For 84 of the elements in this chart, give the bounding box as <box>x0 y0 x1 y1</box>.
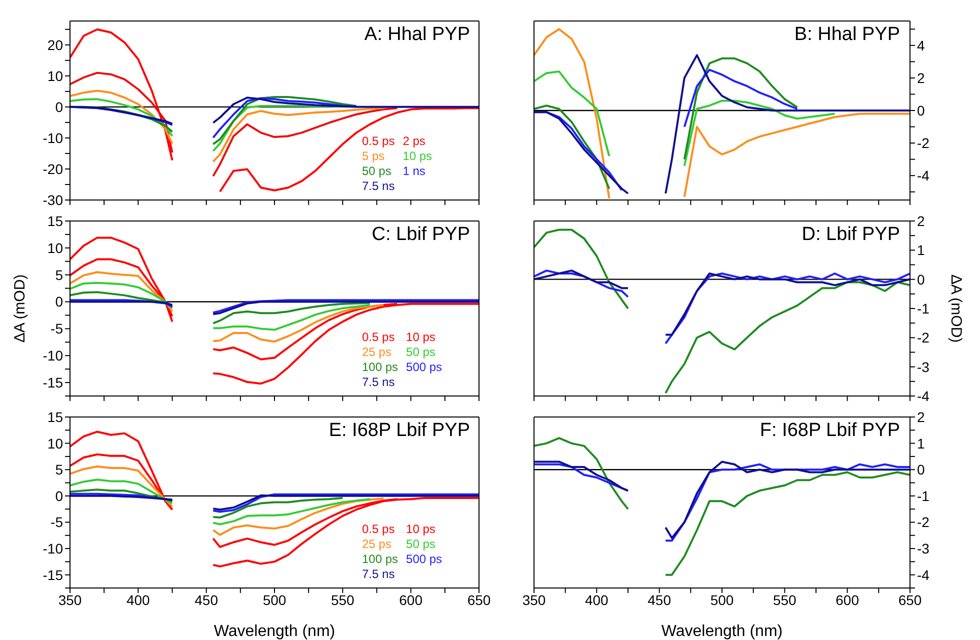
x-tick-label: 500 <box>710 592 734 608</box>
y-tick-label: -3 <box>917 540 930 557</box>
y-tick-label: -4 <box>917 168 930 184</box>
y-tick-label: -10 <box>42 130 64 146</box>
y-tick-label: 2 <box>917 70 925 86</box>
x-axis-title: Wavelength (nm) <box>661 623 783 640</box>
x-tick-label: 600 <box>836 592 860 608</box>
y-tick-label: -2 <box>917 330 930 346</box>
y-tick-label: 2 <box>917 212 925 229</box>
chart-title: A: Hhal PYP <box>364 24 470 46</box>
chart-title: E: I68P Lbif PYP <box>328 420 470 442</box>
y-tick-label: -20 <box>42 160 64 177</box>
chart-title: D: Lbif PYP <box>802 224 900 246</box>
y-tick-label: -4 <box>917 566 930 583</box>
text: 100 ps <box>362 360 398 374</box>
y-axis-title: ΔA (mOD) <box>948 274 965 343</box>
series-label: 0.5 ps <box>362 330 396 344</box>
y-tick-label: -5 <box>50 514 64 530</box>
text: 25 ps <box>362 345 392 359</box>
y-tick-label: 1 <box>917 242 925 258</box>
y-tick-label: 0 <box>917 271 925 288</box>
text: 50 ps <box>406 537 436 551</box>
text: 10 ps <box>406 522 436 536</box>
y-tick-label: 5 <box>55 266 64 283</box>
y-tick-label: 2 <box>917 408 925 425</box>
x-tick-label: 400 <box>126 592 150 608</box>
text: 10 ps <box>406 330 436 344</box>
y-tick-label: -15 <box>42 374 64 391</box>
y-tick-label: 0 <box>917 102 925 118</box>
x-tick-label: 350 <box>58 592 82 608</box>
text: 500 ps <box>406 360 442 374</box>
y-tick-label: 0 <box>917 462 925 478</box>
x-tick-label: 450 <box>194 592 218 608</box>
y-tick-label: 10 <box>47 240 64 256</box>
x-tick-label: 350 <box>522 592 546 608</box>
y-tick-label: 15 <box>47 408 64 425</box>
text: 2 ps <box>402 134 426 148</box>
y-tick-label: 4 <box>917 37 925 54</box>
y-tick-label: -3 <box>917 358 930 375</box>
series-label: 0.5 ps <box>362 134 395 148</box>
y-tick-label: -10 <box>42 540 64 557</box>
y-tick-label: -5 <box>50 320 64 337</box>
text: 1 ns <box>402 164 426 178</box>
y-tick-label: 10 <box>47 68 64 84</box>
series-label: 0.5 ps <box>362 522 396 536</box>
text: 5 ps <box>362 149 386 163</box>
text: 500 ps <box>406 552 442 566</box>
y-tick-label: 10 <box>47 435 64 452</box>
x-tick-label: 550 <box>772 592 797 608</box>
y-tick-label: -30 <box>42 192 64 208</box>
text: 100 ps <box>362 552 398 566</box>
y-tick-label: -1 <box>917 488 930 504</box>
text: 10 ps <box>402 149 432 163</box>
chart-title: C: Lbif PYP <box>372 224 470 246</box>
x-tick-label: 550 <box>330 592 355 608</box>
y-tick-label: 1 <box>917 435 925 452</box>
y-tick-label: -15 <box>42 566 64 583</box>
y-tick-label: -2 <box>917 135 930 152</box>
y-tick-label: -4 <box>917 388 930 404</box>
y-tick-label: 20 <box>47 36 64 53</box>
x-tick-label: 400 <box>584 592 609 608</box>
x-tick-label: 500 <box>262 592 286 608</box>
x-tick-label: 600 <box>399 592 423 608</box>
text: 50 ps <box>362 164 392 178</box>
y-tick-label: 0 <box>55 98 64 115</box>
y-tick-label: 5 <box>55 462 64 478</box>
y-tick-label: -2 <box>917 514 930 530</box>
y-tick-label: -1 <box>917 300 930 316</box>
chart-title: B: Hhal PYP <box>794 24 900 46</box>
x-axis-title: Wavelength (nm) <box>214 623 336 640</box>
x-tick-label: 650 <box>467 592 491 608</box>
text: 7.5 ns <box>362 179 395 193</box>
text: 7.5 ns <box>362 375 396 389</box>
x-tick-label: 650 <box>898 592 922 608</box>
y-axis-title: ΔA (mOD) <box>11 274 28 343</box>
text: 50 ps <box>406 345 436 359</box>
text: 25 ps <box>362 537 392 551</box>
chart-title: F: I68P Lbif PYP <box>760 420 900 442</box>
y-tick-label: 15 <box>47 212 64 229</box>
x-tick-label: 450 <box>648 592 672 608</box>
text: 7.5 ns <box>362 567 396 581</box>
y-tick-label: 0 <box>55 488 64 504</box>
y-tick-label: 0 <box>55 294 64 310</box>
y-tick-label: -10 <box>42 348 64 364</box>
